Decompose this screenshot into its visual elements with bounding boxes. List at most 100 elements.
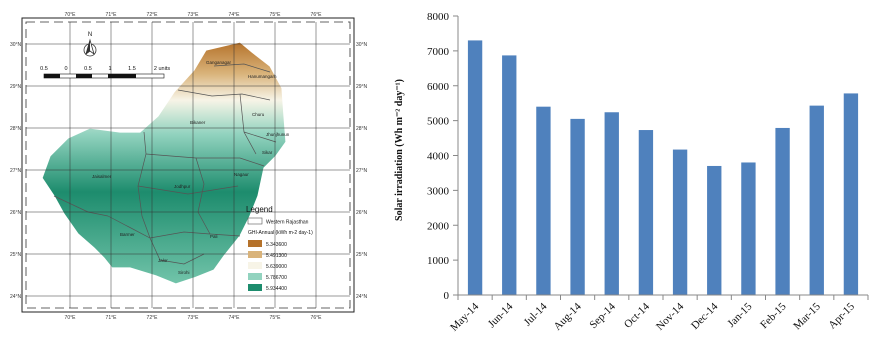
legend-swatch [248, 262, 262, 269]
bar [707, 165, 722, 295]
lat-label-left: 25°N [10, 252, 22, 258]
lat-label-left: 28°N [10, 126, 22, 132]
x-tick-label: Dec-14 [689, 300, 721, 332]
x-tick-label: Sep-14 [587, 300, 618, 331]
district-label: Jaisalmer [92, 174, 112, 179]
x-tick-label: Aug-14 [551, 300, 584, 333]
district-label: Bikaner [190, 120, 206, 125]
y-axis-label: Solar irradiation (Wh m⁻² day⁻¹) [394, 79, 405, 221]
lon-label-bottom: 75°E [270, 315, 282, 321]
district-label: Hanumangarh [248, 74, 277, 79]
western-rajasthan-region [41, 41, 287, 285]
x-tick-label: Jun-14 [486, 300, 516, 330]
lon-label-bottom: 74°E [229, 315, 241, 321]
district-label: Jodhpur [174, 184, 191, 189]
y-tick-label: 5000 [427, 116, 450, 128]
y-tick-label: 1000 [427, 255, 450, 267]
lon-label-top: 76°E [311, 12, 323, 18]
x-tick-label: Apr-15 [826, 300, 857, 331]
map-neatline [25, 21, 351, 309]
y-tick-label: 3000 [427, 185, 450, 197]
bar [672, 149, 688, 295]
legend-swatch [248, 240, 262, 247]
map-graticule [26, 22, 350, 308]
legend-swatch [248, 284, 262, 291]
district-label: Churu [252, 112, 265, 117]
y-tick-label: 7000 [427, 46, 450, 58]
lat-label-left: 29°N [10, 84, 22, 90]
north-arrow-icon: N [83, 32, 97, 57]
lat-label-right: 26°N [356, 210, 368, 216]
lon-label-top: 72°E [147, 12, 159, 18]
y-tick-label: 4000 [427, 151, 450, 163]
bar [741, 162, 756, 295]
legend-class-label: 5.786700 [266, 275, 287, 281]
district-label: Jalor [158, 258, 168, 263]
lat-label-left: 27°N [10, 168, 22, 174]
legend-class-label: 5.343600 [266, 242, 287, 248]
bar [809, 105, 824, 295]
x-tick-label: Oct-14 [622, 300, 652, 330]
y-tick-label: 0 [444, 290, 450, 302]
district-label: Sikar [262, 150, 273, 155]
bar [604, 112, 619, 295]
lon-label-bottom: 73°E [188, 315, 200, 321]
scale-tick: 0.5 [40, 66, 48, 72]
x-tick-label: Nov-14 [654, 300, 687, 333]
bar [502, 55, 517, 295]
lon-label-top: 75°E [270, 12, 282, 18]
lon-label-top: 74°E [229, 12, 241, 18]
lat-label-right: 28°N [356, 126, 368, 132]
scale-tick: 0 [64, 66, 67, 72]
scale-tick: 1 [108, 66, 111, 72]
lat-label-right: 30°N [356, 42, 368, 48]
ghi-map: 70°E 71°E 72°E 73°E 74°E 75°E 76°E 70°E … [10, 12, 368, 321]
district-label: Barmer [120, 232, 135, 237]
scale-tick: 0.5 [84, 66, 92, 72]
district-label: Jhunjhunun [266, 132, 290, 137]
solar-irradiation-chart: Solar irradiation (Wh m⁻² day⁻¹) 0 1000 20… [380, 0, 873, 337]
x-tick-label: Feb-15 [758, 300, 789, 331]
bar [570, 118, 585, 295]
bar [536, 106, 551, 295]
legend-swatch [248, 273, 262, 280]
legend-class-label: 5.934400 [266, 286, 287, 292]
y-tick-label: 2000 [427, 220, 450, 232]
lon-label-top: 73°E [188, 12, 200, 18]
district-label: Nagaur [234, 172, 249, 177]
lat-label-left: 30°N [10, 42, 22, 48]
lat-label-left: 24°N [10, 294, 22, 300]
district-label: Sirohi [178, 270, 190, 275]
bar [775, 127, 790, 295]
lat-label-right: 27°N [356, 168, 368, 174]
map-legend: Legend Western Rajasthan GHI-Annual (kWh… [246, 205, 313, 292]
x-tick-label: Mar-15 [791, 300, 823, 332]
bar [467, 40, 483, 295]
legend-class-label: 5.491300 [266, 253, 287, 259]
lon-label-top: 71°E [106, 12, 118, 18]
scale-tick: 2 units [154, 66, 170, 72]
legend-swatch [248, 251, 262, 258]
district-label: Pali [210, 234, 218, 239]
lat-label-right: 24°N [356, 294, 368, 300]
lon-label-bottom: 76°E [311, 315, 323, 321]
lon-label-bottom: 72°E [147, 315, 159, 321]
lat-label-right: 29°N [356, 84, 368, 90]
y-tick-label: 8000 [427, 11, 450, 23]
legend-boundary-label: Western Rajasthan [266, 220, 309, 226]
lon-label-bottom: 71°E [106, 315, 118, 321]
lon-label-bottom: 70°E [65, 315, 77, 321]
legend-title: Legend [246, 205, 273, 214]
bar [638, 130, 654, 295]
ghi-map-panel: 70°E 71°E 72°E 73°E 74°E 75°E 76°E 70°E … [8, 6, 368, 324]
bar-chart: Solar irradiation (Wh m⁻² day⁻¹) 0 1000 20… [394, 11, 869, 334]
x-tick-label: Jan-15 [725, 300, 755, 330]
legend-variable-label: GHI-Annual (kWh m-2 day-1) [248, 230, 313, 236]
district-label: Ganganagar [206, 60, 232, 65]
lat-label-right: 25°N [356, 252, 368, 258]
lon-label-top: 70°E [65, 12, 77, 18]
x-tick-label: Jul-14 [522, 300, 550, 328]
bar [843, 93, 859, 295]
lat-label-left: 26°N [10, 210, 22, 216]
scale-bar: 0.5 0 0.5 1 1.5 2 units [40, 66, 170, 79]
